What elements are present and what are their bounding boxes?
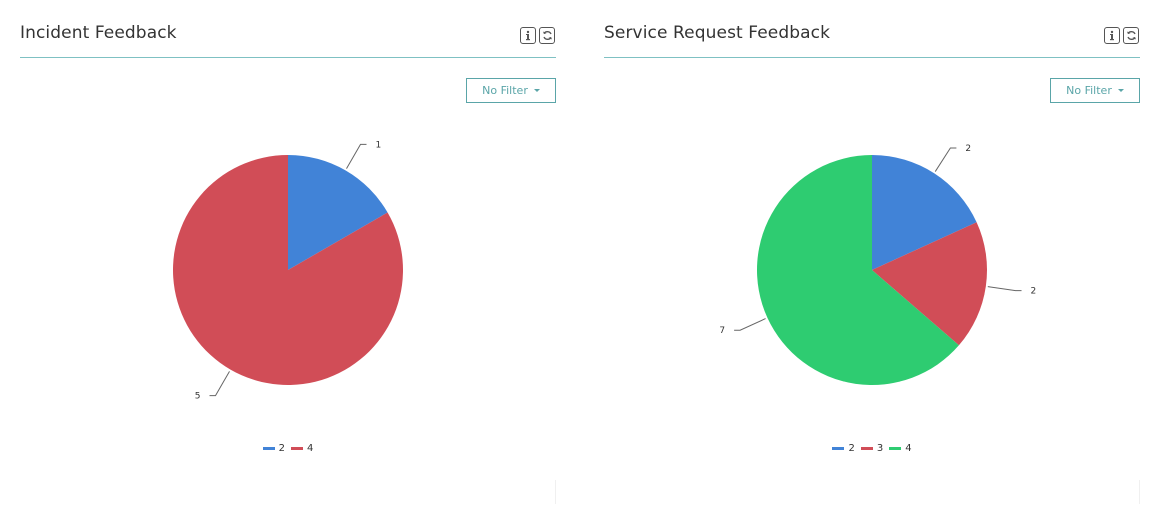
panel-header: Incident Feedback [20, 0, 556, 58]
legend-item-2[interactable]: 2 [832, 443, 855, 454]
refresh-icon[interactable] [539, 27, 555, 44]
refresh-icon[interactable] [1123, 27, 1139, 44]
filter-label: No Filter [1066, 84, 1112, 97]
legend-item-4[interactable]: 4 [889, 443, 912, 454]
legend-label: 3 [876, 443, 884, 454]
panel-header: Service Request Feedback [604, 0, 1140, 58]
data-label-connector [209, 371, 230, 397]
no-filter-dropdown[interactable]: No Filter [1050, 78, 1140, 103]
divider [555, 480, 556, 504]
data-label-connector [934, 147, 957, 172]
panel-title: Incident Feedback [20, 23, 177, 43]
legend-item-3[interactable]: 3 [860, 443, 884, 454]
incident-pie-chart: 15 [172, 140, 403, 402]
pie-slice-3[interactable] [872, 222, 987, 346]
info-icon[interactable] [520, 27, 536, 44]
data-label-connector [346, 143, 367, 169]
filter-label: No Filter [482, 84, 528, 97]
caret-down-icon [533, 89, 540, 92]
data-label: 2 [1031, 287, 1037, 297]
data-label: 1 [376, 140, 382, 150]
legend-swatch [291, 447, 303, 450]
legend-swatch [889, 447, 902, 450]
caret-down-icon [1117, 89, 1124, 92]
data-label: 5 [195, 392, 201, 402]
legend-label: 2 [278, 443, 285, 454]
legend-swatch [832, 447, 845, 450]
data-label: 2 [965, 144, 971, 154]
legend-label: 4 [905, 443, 912, 454]
legend-item-4[interactable]: 4 [291, 443, 313, 454]
legend-swatch [860, 447, 873, 450]
legend-label: 2 [848, 443, 855, 454]
data-label: 7 [719, 326, 725, 336]
legend-item-2[interactable]: 2 [262, 443, 285, 454]
pie-slice-4[interactable] [757, 155, 959, 385]
no-filter-dropdown[interactable]: No Filter [466, 78, 556, 103]
service-request-pie-chart: 2 2 7 [719, 144, 1037, 385]
divider [1139, 480, 1140, 504]
service-request-feedback-panel: Service Request Feedback No Filter 2 2 7 2… [604, 0, 1140, 516]
pie-slice-4[interactable] [172, 154, 403, 385]
chart-legend: 2 3 4 [604, 443, 1140, 454]
legend-swatch [262, 447, 275, 450]
data-label-connector [734, 318, 766, 331]
data-label-connector [987, 286, 1022, 292]
legend-label: 4 [307, 443, 314, 454]
pie-slice-2[interactable] [872, 155, 977, 270]
panel-title: Service Request Feedback [604, 23, 831, 43]
info-icon[interactable] [1104, 27, 1120, 44]
pie-slice-2[interactable] [288, 155, 388, 270]
